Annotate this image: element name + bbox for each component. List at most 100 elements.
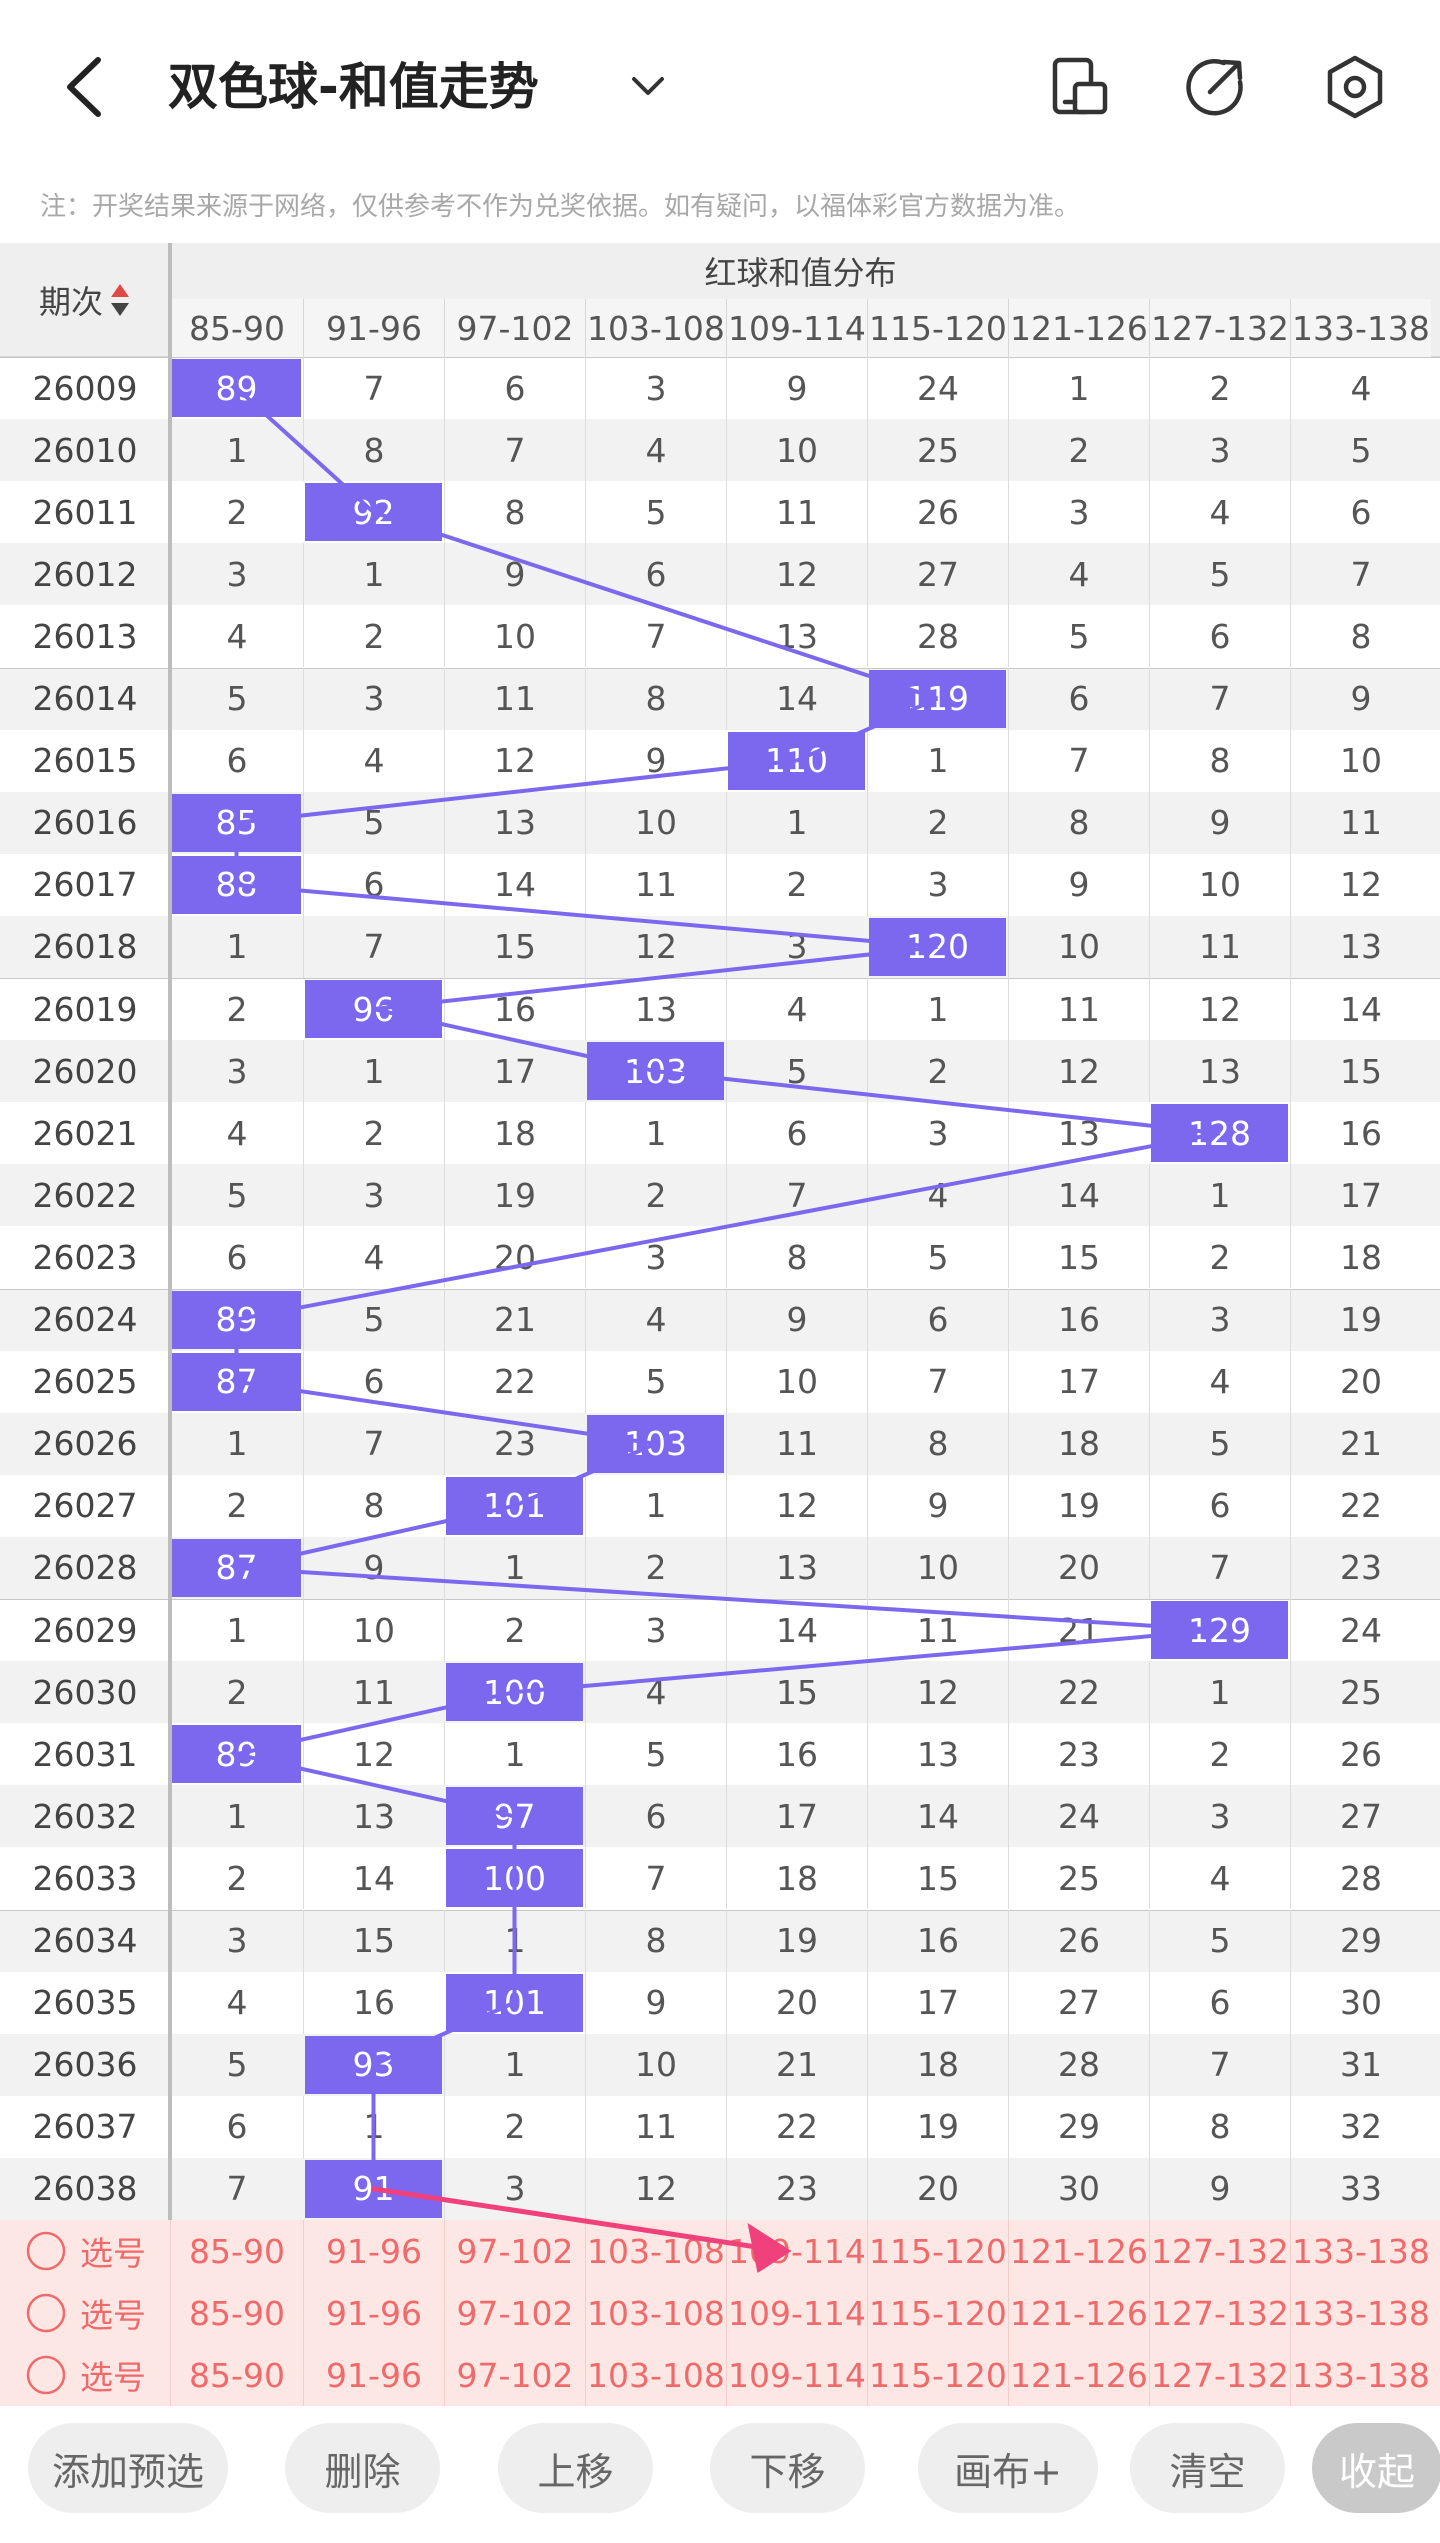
hit-cell: 87 [172, 1352, 301, 1411]
miss-cell: 10 [726, 419, 867, 482]
move-down-button[interactable]: 下移 [710, 2423, 865, 2513]
clear-button[interactable]: 清空 [1130, 2423, 1285, 2513]
hit-cell: 92 [305, 483, 442, 542]
miss-cell: 1 [170, 1599, 303, 1662]
miss-cell: 5 [867, 1226, 1008, 1289]
select-range-cell[interactable]: 97-102 [444, 2282, 585, 2345]
move-up-button[interactable]: 上移 [498, 2423, 653, 2513]
select-range-cell[interactable]: 97-102 [444, 2344, 585, 2407]
miss-cell: 23 [1008, 1723, 1149, 1786]
select-range-cell[interactable]: 115-120 [867, 2282, 1008, 2345]
table-row [0, 2033, 1440, 2096]
select-range-cell[interactable]: 133-138 [1290, 2282, 1431, 2345]
miss-cell: 13 [1290, 915, 1431, 978]
period-cell: 26036 [32, 2045, 138, 2085]
miss-cell: 2 [726, 853, 867, 916]
radio-circle-icon[interactable] [24, 2353, 68, 2397]
miss-cell: 1 [170, 915, 303, 978]
miss-cell: 4 [170, 605, 303, 668]
select-range-cell[interactable]: 121-126 [1008, 2282, 1149, 2345]
miss-cell: 8 [303, 1474, 444, 1537]
select-range-cell[interactable]: 121-126 [1008, 2344, 1149, 2407]
select-range-cell[interactable]: 103-108 [585, 2344, 726, 2407]
miss-cell: 6 [303, 853, 444, 916]
hit-cell: 89 [172, 359, 301, 418]
select-range-cell[interactable]: 85-90 [170, 2282, 303, 2345]
miss-cell: 7 [585, 1847, 726, 1910]
radio-circle-icon[interactable] [24, 2229, 68, 2273]
miss-cell: 2 [867, 1040, 1008, 1103]
select-range-cell[interactable]: 97-102 [444, 2220, 585, 2283]
select-label-cell[interactable]: 选号 [0, 2344, 170, 2406]
select-range-cell[interactable]: 103-108 [585, 2220, 726, 2283]
miss-cell: 11 [585, 2095, 726, 2158]
period-header-label: 期次 [38, 283, 103, 321]
settings-icon[interactable] [1320, 52, 1390, 122]
hit-cell: 101 [446, 1476, 583, 1535]
select-range-cell[interactable]: 109-114 [726, 2344, 867, 2407]
miss-cell: 5 [1149, 1412, 1290, 1475]
miss-cell: 13 [1149, 1040, 1290, 1103]
miss-cell: 3 [585, 1599, 726, 1662]
miss-cell: 9 [1149, 2157, 1290, 2220]
back-icon[interactable] [58, 52, 118, 122]
period-cell: 26025 [32, 1362, 138, 1402]
miss-cell: 27 [867, 543, 1008, 606]
miss-cell: 1 [1008, 357, 1149, 420]
miss-cell: 12 [726, 1474, 867, 1537]
select-range-cell[interactable]: 85-90 [170, 2344, 303, 2407]
select-range-cell[interactable]: 91-96 [303, 2344, 444, 2407]
select-label-cell[interactable]: 选号 [0, 2282, 170, 2344]
miss-cell: 28 [867, 605, 1008, 668]
canvas-plus-button[interactable]: 画布+ [918, 2423, 1098, 2513]
select-label-cell[interactable]: 选号 [0, 2220, 170, 2282]
period-cell: 26037 [32, 2107, 138, 2147]
miss-cell: 15 [444, 915, 585, 978]
miss-cell: 29 [1008, 2095, 1149, 2158]
select-range-cell[interactable]: 127-132 [1149, 2220, 1290, 2283]
miss-cell: 28 [1290, 1847, 1431, 1910]
select-range-cell[interactable]: 109-114 [726, 2282, 867, 2345]
collapse-button[interactable]: 收起 [1312, 2423, 1440, 2513]
miss-cell: 16 [867, 1909, 1008, 1972]
miss-cell: 7 [444, 419, 585, 482]
miss-cell: 13 [867, 1723, 1008, 1786]
miss-cell: 11 [585, 853, 726, 916]
miss-cell: 19 [1008, 1474, 1149, 1537]
select-range-cell[interactable]: 127-132 [1149, 2282, 1290, 2345]
miss-cell: 2 [303, 605, 444, 668]
select-range-cell[interactable]: 103-108 [585, 2282, 726, 2345]
select-range-cell[interactable]: 133-138 [1290, 2220, 1431, 2283]
select-range-cell[interactable]: 121-126 [1008, 2220, 1149, 2283]
miss-cell: 5 [726, 1040, 867, 1103]
miss-cell: 6 [1290, 481, 1431, 544]
miss-cell: 4 [1149, 481, 1290, 544]
share-icon[interactable] [1180, 52, 1250, 122]
select-range-cell[interactable]: 91-96 [303, 2282, 444, 2345]
page-title[interactable]: 双色球-和值走势 [168, 58, 539, 116]
chevron-down-icon[interactable] [628, 66, 668, 106]
miss-cell: 11 [444, 667, 585, 730]
select-range-cell[interactable]: 85-90 [170, 2220, 303, 2283]
miss-cell: 7 [1290, 543, 1431, 606]
miss-cell: 1 [444, 2033, 585, 2096]
period-header[interactable]: 期次 [0, 243, 170, 357]
radio-circle-icon[interactable] [24, 2291, 68, 2335]
add-preselect-button[interactable]: 添加预选 [28, 2423, 228, 2513]
select-range-cell[interactable]: 115-120 [867, 2220, 1008, 2283]
miss-cell: 9 [303, 1536, 444, 1599]
select-label: 选号 [80, 2358, 146, 2398]
select-range-cell[interactable]: 127-132 [1149, 2344, 1290, 2407]
miss-cell: 15 [1008, 1226, 1149, 1289]
select-range-cell[interactable]: 115-120 [867, 2344, 1008, 2407]
delete-button[interactable]: 删除 [285, 2423, 440, 2513]
select-range-cell[interactable]: 109-114 [726, 2220, 867, 2283]
sort-icon[interactable] [109, 282, 131, 318]
select-range-cell[interactable]: 91-96 [303, 2220, 444, 2283]
phone-layout-icon[interactable] [1045, 52, 1115, 122]
select-range-cell[interactable]: 133-138 [1290, 2344, 1431, 2407]
period-cell: 26023 [32, 1237, 138, 1277]
miss-cell: 12 [585, 2157, 726, 2220]
miss-cell: 12 [867, 1661, 1008, 1724]
miss-cell: 4 [726, 978, 867, 1041]
